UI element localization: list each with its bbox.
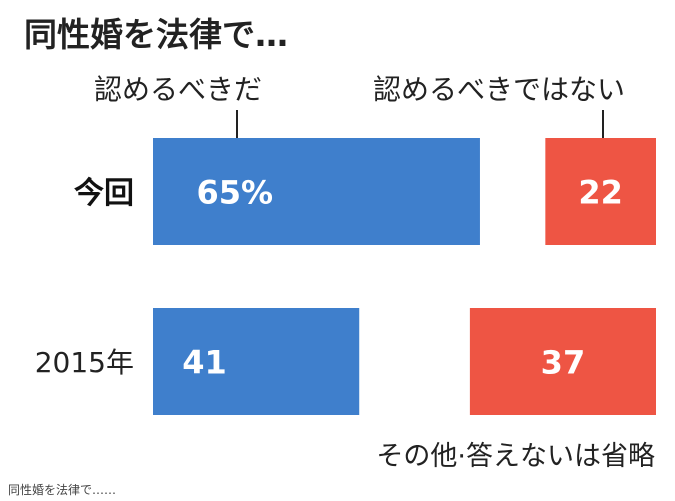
row-label-current: 今回 <box>74 176 134 211</box>
bar-label-disagree-1: 37 <box>541 344 586 382</box>
bar-label-agree-1: 41 <box>182 344 227 382</box>
omitted-note: その他·答えないは省略 <box>376 441 655 472</box>
bar-disagree-1 <box>469 308 656 415</box>
bar-label-disagree-0: 22 <box>578 174 623 212</box>
bar-label-agree-0: 65% <box>196 174 273 212</box>
bar-agree-0 <box>153 138 480 245</box>
legend-label-disagree: 認めるべきではない <box>373 73 625 106</box>
bar-disagree-0 <box>545 138 656 245</box>
legend-label-agree: 認めるべきだ <box>94 73 262 106</box>
bar-agree-1 <box>153 308 360 415</box>
image-caption: 同性婚を法律で…… <box>8 483 116 497</box>
chart-title: 同性婚を法律で… <box>24 15 288 54</box>
row-label-2015: 2015年 <box>35 346 134 379</box>
bars-group: 65% 22 41 37 <box>153 138 656 415</box>
